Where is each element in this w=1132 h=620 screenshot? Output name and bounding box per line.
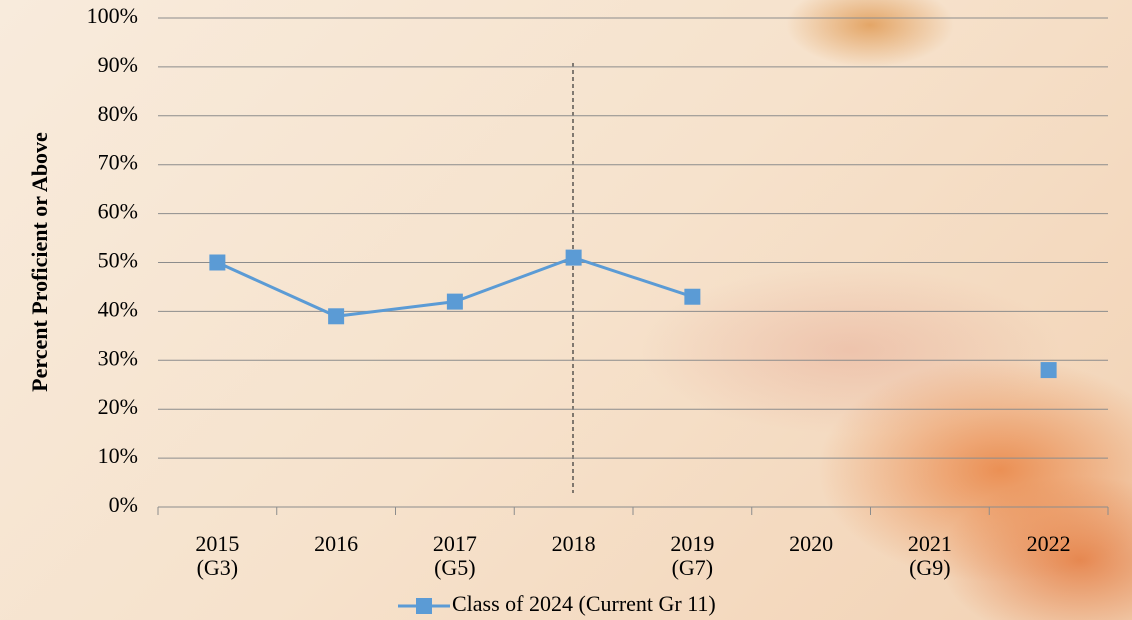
x-tick-label: 2016 <box>314 531 359 556</box>
data-point <box>446 293 463 310</box>
y-tick-label: 0% <box>109 492 138 517</box>
data-point <box>565 249 582 266</box>
y-axis-title: Percent Proficient or Above <box>27 132 52 392</box>
y-tick-label: 90% <box>98 52 138 77</box>
y-tick-label: 60% <box>98 199 138 224</box>
x-tick-label: 2015 (G3) <box>195 531 240 580</box>
x-tick-label: 2022 <box>1026 531 1071 556</box>
x-tick-label: 2020 <box>789 531 834 556</box>
y-tick-label: 40% <box>98 296 138 321</box>
y-tick-label: 50% <box>98 248 138 273</box>
y-tick-label: 80% <box>98 101 138 126</box>
data-point <box>1040 362 1057 379</box>
x-tick-label: 2018 <box>551 531 596 556</box>
x-tick-label: 2021 (G9) <box>907 531 952 580</box>
data-point <box>209 254 226 271</box>
y-tick-label: 70% <box>98 150 138 175</box>
legend-marker <box>416 598 432 614</box>
y-tick-label: 20% <box>98 394 138 419</box>
y-tick-label: 30% <box>98 345 138 370</box>
x-tick-label: 2017 (G5) <box>432 531 477 580</box>
y-tick-label: 10% <box>98 443 138 468</box>
legend-label: Class of 2024 (Current Gr 11) <box>452 591 716 616</box>
x-tick-label: 2019 (G7) <box>670 531 715 580</box>
data-point <box>684 288 701 305</box>
data-point <box>328 308 345 325</box>
y-tick-label: 100% <box>87 3 138 28</box>
